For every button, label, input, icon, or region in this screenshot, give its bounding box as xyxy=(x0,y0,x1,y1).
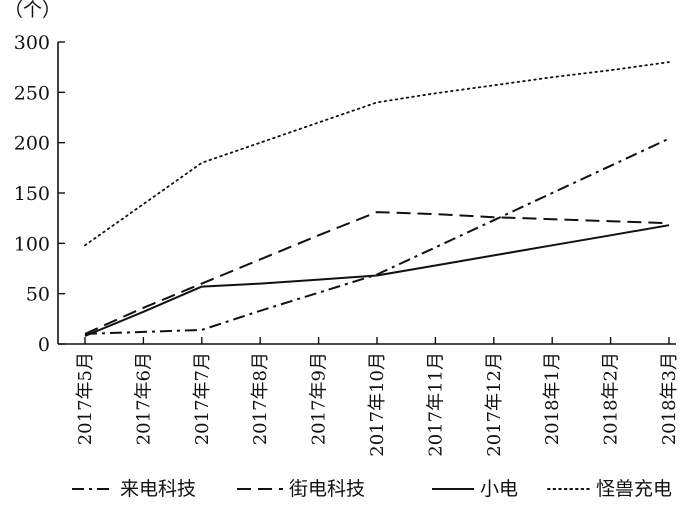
x-tick-label: 2017年5月 xyxy=(75,352,96,445)
y-tick-label: 250 xyxy=(14,82,50,104)
y-tick-label: 300 xyxy=(14,32,50,54)
legend-label: 小电 xyxy=(480,478,518,500)
x-tick-label: 2017年9月 xyxy=(309,352,330,445)
legend: 来电科技 街电科技 小电 怪兽充电 xyxy=(72,478,672,500)
legend-item: 街电科技 xyxy=(237,478,365,500)
y-tick-label: 0 xyxy=(38,334,50,356)
x-tick-label: 2018年2月 xyxy=(601,352,622,445)
x-tick-label: 2018年3月 xyxy=(659,352,680,445)
y-tick-label: 150 xyxy=(14,183,50,205)
series-line-3 xyxy=(84,224,670,337)
x-tick-label: 2017年8月 xyxy=(250,352,271,445)
series-line-1 xyxy=(84,137,670,335)
x-tick-label: 2017年12月 xyxy=(484,352,505,457)
x-tick-label: 2018年1月 xyxy=(542,352,563,445)
series-line-4 xyxy=(84,61,670,247)
legend-label: 来电科技 xyxy=(120,478,196,500)
legend-item: 来电科技 xyxy=(72,478,196,500)
x-tick-label: 2017年7月 xyxy=(192,352,213,445)
legend-item: 怪兽充电 xyxy=(547,478,672,500)
series-line-2 xyxy=(84,211,670,335)
y-tick-label: 100 xyxy=(14,233,50,255)
legend-label: 街电科技 xyxy=(289,478,365,500)
y-tick-label: 200 xyxy=(14,133,50,155)
plot-area: 0 50 100 150 200 250 300 2017年5月 2017年6月 2017年7月 2… xyxy=(14,32,680,457)
x-tick-label: 2017年11月 xyxy=(425,352,446,457)
x-tick-label: 2017年6月 xyxy=(133,352,154,445)
legend-label: 怪兽充电 xyxy=(596,478,672,500)
y-axis-unit-label: （个） xyxy=(4,0,61,21)
y-tick-label: 50 xyxy=(26,284,50,306)
legend-item: 小电 xyxy=(432,478,518,500)
x-tick-label: 2017年10月 xyxy=(367,352,388,457)
